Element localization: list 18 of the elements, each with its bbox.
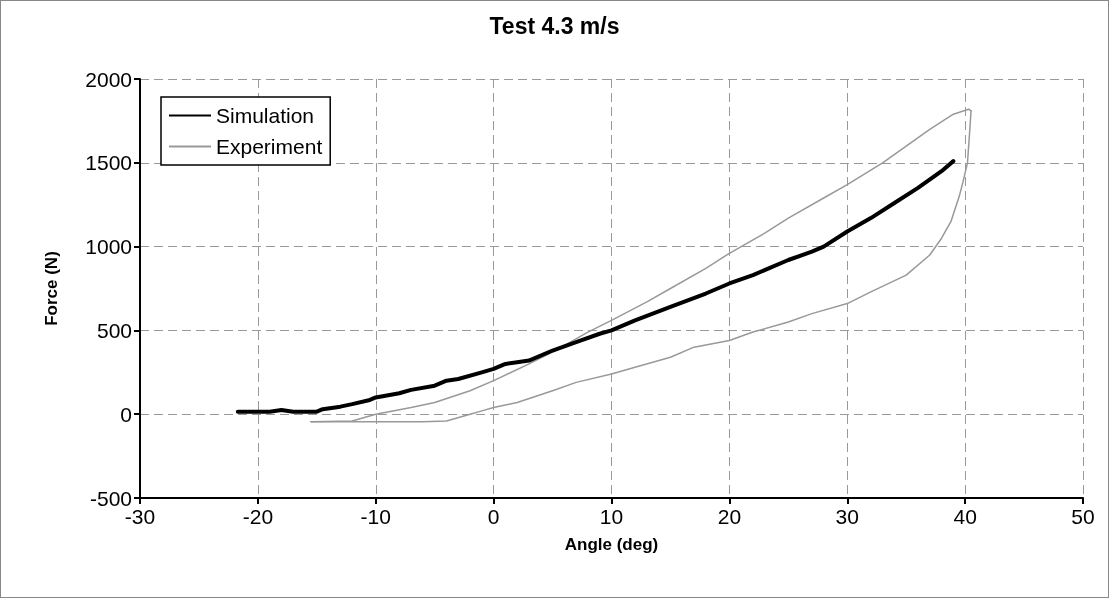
x-tick-label: 40 <box>953 505 977 528</box>
legend-label: Simulation <box>216 104 315 127</box>
y-tick-label: 0 <box>120 402 132 426</box>
x-tick-label: 50 <box>1071 505 1095 528</box>
y-tick-label: 1000 <box>85 235 132 259</box>
y-tick-label: 500 <box>96 318 132 342</box>
y-tick-label: 2000 <box>85 67 132 91</box>
x-tick-label: -10 <box>360 505 391 528</box>
x-tick-label: 0 <box>487 505 500 528</box>
chart-title: Test 4.3 m/s <box>489 12 620 39</box>
x-tick-label: 10 <box>599 505 624 528</box>
y-axis-title: Force (N) <box>42 251 61 326</box>
x-tick-label: 20 <box>717 505 742 528</box>
x-tick-label: -20 <box>242 505 274 528</box>
legend-label: Experiment <box>216 135 323 158</box>
x-axis-title: Angle (deg) <box>564 535 659 554</box>
x-tick-label: 30 <box>835 505 859 528</box>
y-tick-label: 1500 <box>85 151 132 175</box>
